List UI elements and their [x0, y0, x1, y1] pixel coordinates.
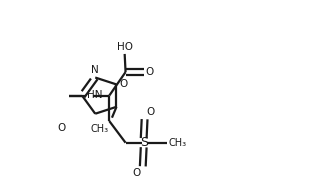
Text: S: S [140, 136, 148, 149]
Text: O: O [133, 168, 141, 178]
Text: O: O [147, 107, 155, 117]
Text: N: N [91, 65, 99, 75]
Text: O: O [145, 67, 153, 77]
Text: HN: HN [87, 90, 102, 100]
Text: CH₃: CH₃ [90, 124, 108, 134]
Text: CH₃: CH₃ [168, 138, 186, 148]
Text: HO: HO [117, 42, 133, 52]
Text: O: O [57, 123, 65, 133]
Text: O: O [119, 79, 127, 89]
